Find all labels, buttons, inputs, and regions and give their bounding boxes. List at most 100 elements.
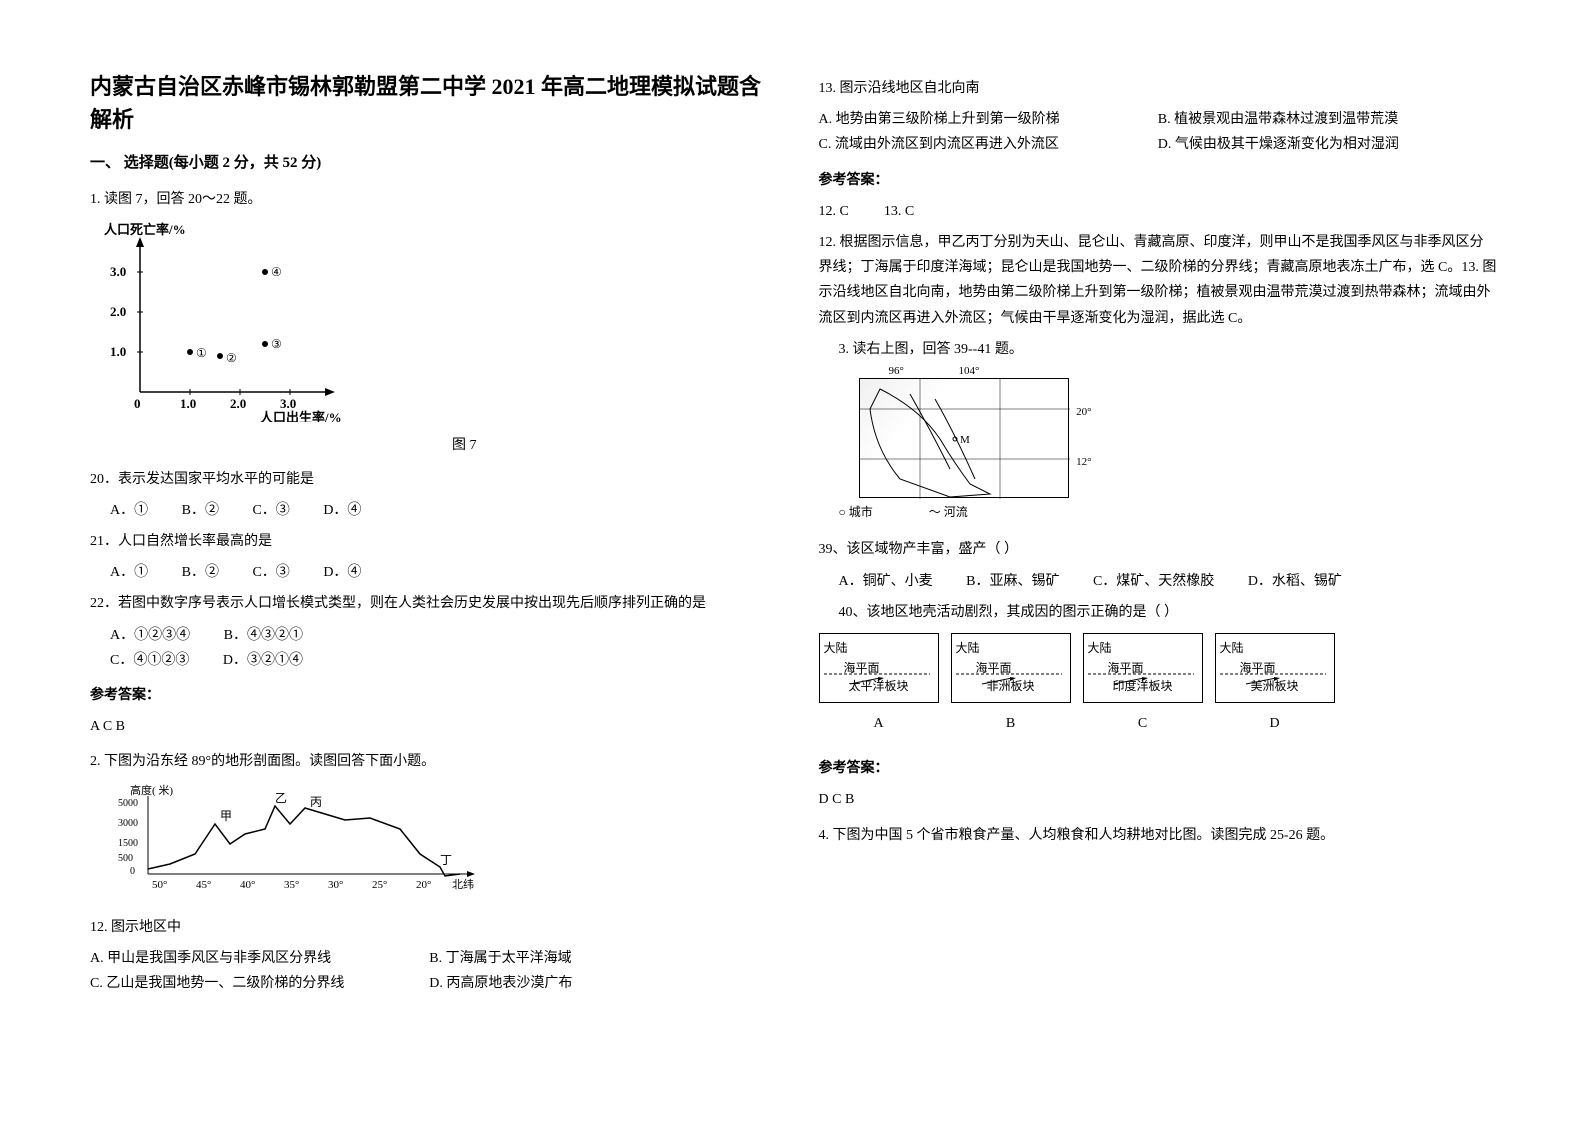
opt: B．② [182, 498, 219, 523]
plate-labels: A B C D [819, 711, 1498, 736]
opt: D. 丙高原地表沙漠广布 [429, 971, 768, 996]
q1-20-stem: 20．表示发达国家平均水平的可能是 [90, 467, 769, 492]
opt: B. 丁海属于太平洋海域 [429, 946, 768, 971]
section-1-header: 一、 选择题(每小题 2 分，共 52 分) [90, 150, 769, 177]
q3-39-opts: A．铜矿、小麦 B．亚麻、锡矿 C．煤矿、天然橡胶 D．水稻、锡矿 [839, 569, 1498, 594]
right-column: 13. 图示沿线地区自北向南 A. 地势由第三级阶梯上升到第一级阶梯 B. 植被… [819, 70, 1498, 1052]
ytick-2: 2.0 [110, 304, 126, 319]
plate-d: 大陆 海平面 美洲板块 [1215, 633, 1335, 703]
q1-22-stem: 22．若图中数字序号表示人口增长模式类型，则在人类社会历史发展中按出现先后顺序排… [90, 591, 769, 616]
ytick-1: 1.0 [110, 344, 126, 359]
ytick-3: 3.0 [110, 264, 126, 279]
q2-ans-header: 参考答案： [819, 168, 1498, 193]
opt: A．①②③④ [110, 623, 190, 648]
marker-bing: 丙 [310, 795, 322, 809]
q2-ans: 12. C 13. C [819, 199, 1498, 224]
opt: A．① [110, 560, 148, 585]
xt: 45° [196, 879, 211, 891]
opt: C. 流域由外流区到内流区再进入外流区 [819, 132, 1158, 157]
q2-12-opts: A. 甲山是我国季风区与非季风区分界线 B. 丁海属于太平洋海域 [90, 946, 769, 971]
opt: B. 植被景观由温带森林过渡到温带荒漠 [1158, 107, 1497, 132]
q4-stem: 4. 下图为中国 5 个省市粮食产量、人均粮食和人均耕地对比图。读图完成 25-… [819, 823, 1498, 848]
q1-ans: A C B [90, 714, 769, 739]
q2-12-opts-2: C. 乙山是我国地势一、二级阶梯的分界线 D. 丙高原地表沙漠广布 [90, 971, 769, 996]
marker-jia: 甲 [220, 809, 232, 823]
xt: 20° [416, 879, 431, 891]
marker-yi: 乙 [275, 791, 287, 805]
lat-20: 20° [1076, 403, 1091, 423]
marker-ding: 丁 [440, 853, 452, 867]
q2-13-stem: 13. 图示沿线地区自北向南 [819, 76, 1498, 101]
opt: D．④ [323, 560, 361, 585]
y-axis-label: 人口死亡率/% [104, 222, 186, 237]
opt: C．③ [252, 560, 289, 585]
left-column: 内蒙古自治区赤峰市锡林郭勒盟第二中学 2021 年高二地理模拟试题含解析 一、 … [90, 70, 769, 1052]
plate-row: 大陆 海平面 太平洋板块 大陆 海平面 非洲板块 大陆 海平面 印度洋板块 大陆… [819, 633, 1498, 703]
q3-map: M 20° 12° [859, 378, 1069, 498]
q1-ans-header: 参考答案： [90, 683, 769, 708]
plate-label: D [1215, 711, 1335, 736]
yt: 1500 [118, 838, 138, 849]
q3-stem: 3. 读右上图，回答 39--41 题。 [839, 337, 1498, 362]
yt: 0 [130, 866, 135, 877]
yt: 3000 [118, 818, 138, 829]
opt: D．水稻、锡矿 [1248, 569, 1342, 594]
xtick-0: 0 [134, 396, 141, 411]
prof-ylabel: 高度( 米) [130, 784, 173, 797]
q1-22-opts: A．①②③④ B．④③②① C．④①②③ D．③②①④ [110, 623, 769, 673]
plate-label: A [819, 711, 939, 736]
plate-c: 大陆 海平面 印度洋板块 [1083, 633, 1203, 703]
opt: B．亚麻、锡矿 [966, 569, 1059, 594]
pt-2: ② [226, 351, 237, 365]
q3-ans: D C B [819, 787, 1498, 812]
opt: C．③ [252, 498, 289, 523]
plate-b: 大陆 海平面 非洲板块 [951, 633, 1071, 703]
opt: B．④③②① [224, 623, 303, 648]
plate-label: B [951, 711, 1071, 736]
q1-stem: 1. 读图 7，回答 20～22 题。 [90, 187, 769, 212]
opt: A. 地势由第三级阶梯上升到第一级阶梯 [819, 107, 1158, 132]
q2-stem: 2. 下图为沿东经 89°的地形剖面图。读图回答下面小题。 [90, 749, 769, 774]
opt: C．④①②③ [110, 648, 189, 673]
q2-profile: 高度( 米) 5000 3000 1500 500 0 甲 乙 丙 丁 50° … [100, 784, 769, 908]
opt: D．③②①④ [223, 648, 303, 673]
opt: A．① [110, 498, 148, 523]
chart-caption: 图 7 [160, 433, 769, 458]
opt: C．煤矿、天然橡胶 [1093, 569, 1214, 594]
q2-13-opts-2: C. 流域由外流区到内流区再进入外流区 D. 气候由极其干燥逐渐变化为相对湿润 [819, 132, 1498, 157]
pt-1: ① [196, 346, 207, 360]
lat-12: 12° [1076, 453, 1091, 473]
opt: B．② [182, 560, 219, 585]
xt: 40° [240, 879, 255, 891]
xtick-3: 3.0 [280, 396, 296, 411]
opt: D. 气候由极其干燥逐渐变化为相对湿润 [1158, 132, 1497, 157]
q1-chart: 人口死亡率/% 1.0 2.0 3.0 0 1.0 2.0 3.0 人口出生率/… [100, 222, 769, 458]
opt: C. 乙山是我国地势一、二级阶梯的分界线 [90, 971, 429, 996]
pt-4: ④ [271, 265, 282, 279]
opt: A．铜矿、小麦 [839, 569, 933, 594]
xt: 25° [372, 879, 387, 891]
map-marker: M [960, 434, 970, 446]
yt: 5000 [118, 798, 138, 809]
xtick-1: 1.0 [180, 396, 196, 411]
legend-river: 〜 河流 [929, 505, 968, 519]
scatter-chart: 人口死亡率/% 1.0 2.0 3.0 0 1.0 2.0 3.0 人口出生率/… [100, 222, 360, 422]
opt: D．④ [323, 498, 361, 523]
q1-21-stem: 21．人口自然增长率最高的是 [90, 529, 769, 554]
q2-13-opts: A. 地势由第三级阶梯上升到第一级阶梯 B. 植被景观由温带森林过渡到温带荒漠 [819, 107, 1498, 132]
doc-title: 内蒙古自治区赤峰市锡林郭勒盟第二中学 2021 年高二地理模拟试题含解析 [90, 70, 769, 136]
map-svg: M [860, 379, 1070, 499]
x-axis-label: 人口出生率/% [260, 410, 342, 422]
plate-label: C [1083, 711, 1203, 736]
xr: 北纬 [452, 878, 474, 891]
xt: 50° [152, 879, 167, 891]
yt: 500 [118, 853, 133, 864]
legend-city: ○ 城市 [839, 505, 873, 519]
xt: 35° [284, 879, 299, 891]
q2-explanation: 12. 根据图示信息，甲乙丙丁分别为天山、昆仑山、青藏高原、印度洋，则甲山不是我… [819, 230, 1498, 331]
plate-a: 大陆 海平面 太平洋板块 [819, 633, 939, 703]
q1-20-opts: A．① B．② C．③ D．④ [110, 498, 769, 523]
profile-chart: 高度( 米) 5000 3000 1500 500 0 甲 乙 丙 丁 50° … [100, 784, 490, 899]
xt: 30° [328, 879, 343, 891]
q3-39-stem: 39、该区域物产丰富，盛产（ ） [819, 537, 1498, 562]
